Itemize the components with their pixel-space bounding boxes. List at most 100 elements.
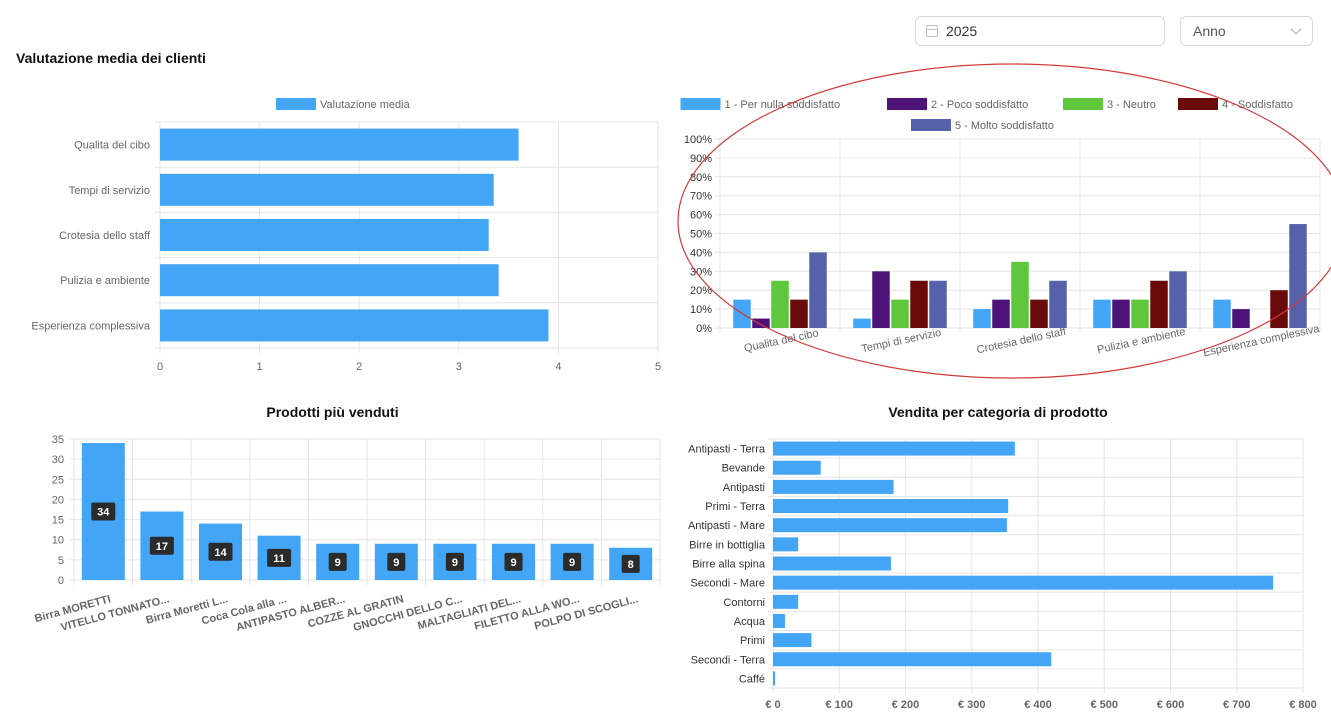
category-sales-chart: € 0 € 100 € 200 € 300 € 400 € 500 € 600 € 700 € …	[688, 438, 1317, 711]
bar[interactable]	[773, 441, 1015, 456]
legend-swatch[interactable]	[1178, 98, 1218, 110]
x-tick-label: € 300	[958, 699, 986, 711]
chevron-down-icon	[1290, 23, 1302, 35]
rating-distribution-chart: 1 - Per nulla soddisfatto 2 - Poco soddis…	[677, 63, 1331, 379]
bar[interactable]	[160, 219, 489, 251]
highlight-ellipse	[677, 63, 1331, 379]
bar[interactable]	[891, 299, 909, 328]
y-tick-label: Antipasti - Mare	[688, 520, 765, 532]
bar[interactable]	[872, 271, 890, 328]
bar[interactable]	[809, 252, 827, 328]
bar[interactable]	[1289, 224, 1307, 328]
bar[interactable]	[910, 280, 928, 328]
y-tick-label: 35	[52, 434, 64, 446]
data-label-bg	[563, 552, 582, 571]
top-products-title: Prodotti più venduti	[266, 404, 399, 420]
bar[interactable]	[773, 499, 1009, 514]
bar[interactable]	[773, 613, 785, 628]
bar[interactable]	[773, 460, 821, 475]
period-select[interactable]: Anno	[1180, 16, 1313, 46]
bar[interactable]	[773, 518, 1007, 533]
bar[interactable]	[160, 173, 494, 206]
bar[interactable]	[773, 575, 1274, 590]
data-label-bg	[149, 536, 174, 555]
y-tick-label: 10	[52, 535, 64, 547]
y-tick-label: Qualita del cibo	[74, 140, 150, 152]
y-tick-label: Esperienza complessiva	[31, 320, 150, 332]
data-label-bg	[208, 542, 233, 561]
data-label: 9	[335, 557, 341, 569]
x-tick-label: 2	[356, 361, 362, 373]
y-tick-label: 25	[52, 474, 64, 486]
bar[interactable]	[1232, 309, 1250, 328]
bar[interactable]	[773, 671, 775, 686]
y-tick-label: Contorni	[723, 597, 765, 609]
y-tick-label: Secondi - Terra	[691, 654, 766, 666]
data-label-bg	[387, 552, 406, 571]
legend-label-avg: Valutazione media	[320, 99, 411, 111]
x-tick-label: Pulizia e ambiente	[1096, 326, 1186, 356]
x-tick-label: € 700	[1223, 699, 1251, 711]
data-label: 11	[273, 553, 285, 565]
x-tick-label: € 100	[825, 699, 853, 711]
x-tick-label: 0	[157, 361, 163, 373]
bar[interactable]	[773, 479, 894, 494]
bar[interactable]	[853, 318, 871, 328]
bar[interactable]	[1011, 261, 1029, 328]
legend-swatch-avg[interactable]	[276, 98, 316, 110]
bar[interactable]	[790, 299, 808, 328]
bar[interactable]	[160, 264, 499, 297]
data-label: 9	[510, 557, 516, 569]
x-tick-label: Qualita del cibo	[743, 327, 820, 355]
bar[interactable]	[1030, 299, 1048, 328]
y-tick-label: 100%	[684, 134, 712, 146]
y-tick-label: 0	[58, 575, 64, 587]
legend-swatch[interactable]	[887, 98, 927, 110]
page-title: Valutazione media dei clienti	[16, 50, 206, 66]
bar[interactable]	[1150, 280, 1168, 328]
y-tick-label: Primi - Terra	[705, 501, 766, 513]
data-label: 34	[97, 507, 110, 519]
bar[interactable]	[992, 299, 1010, 328]
x-tick-label: Crotesia dello staff	[976, 326, 1068, 357]
data-label-bg	[328, 552, 347, 571]
x-tick-label: € 400	[1024, 699, 1052, 711]
legend-swatch[interactable]	[910, 119, 951, 131]
bar[interactable]	[929, 280, 947, 328]
y-tick-label: 5	[58, 555, 64, 567]
x-tick-label: 4	[555, 361, 561, 373]
bar[interactable]	[1131, 299, 1149, 328]
bar[interactable]	[160, 128, 519, 161]
bar[interactable]	[752, 318, 770, 328]
y-tick-label: Secondi - Mare	[690, 578, 765, 590]
y-tick-label: 40%	[690, 247, 712, 259]
bar[interactable]	[1093, 299, 1111, 328]
date-input[interactable]: 2025	[915, 16, 1165, 46]
y-tick-label: 20	[52, 494, 64, 506]
legend-label: 4 - Soddisfatto	[1222, 99, 1293, 111]
calendar-icon	[926, 25, 938, 37]
bar[interactable]	[1213, 299, 1231, 328]
bar[interactable]	[973, 309, 991, 328]
legend-swatch[interactable]	[680, 98, 721, 110]
y-tick-label: 60%	[690, 210, 712, 222]
bar[interactable]	[1270, 290, 1288, 328]
bar[interactable]	[1112, 299, 1130, 328]
bar[interactable]	[773, 652, 1052, 667]
bar[interactable]	[773, 594, 799, 609]
data-label-bg	[621, 554, 640, 573]
period-select-value: Anno	[1193, 23, 1226, 39]
data-label-bg	[267, 548, 292, 567]
bar[interactable]	[160, 309, 549, 342]
bar[interactable]	[1049, 280, 1067, 328]
bar[interactable]	[773, 556, 891, 571]
y-tick-label: 0%	[696, 323, 712, 335]
bar[interactable]	[773, 633, 812, 648]
y-tick-label: 90%	[690, 153, 712, 165]
bar[interactable]	[771, 280, 789, 328]
legend-swatch[interactable]	[1063, 98, 1103, 110]
data-label-bg	[504, 552, 523, 571]
bar[interactable]	[773, 537, 799, 552]
bar[interactable]	[1169, 271, 1187, 328]
